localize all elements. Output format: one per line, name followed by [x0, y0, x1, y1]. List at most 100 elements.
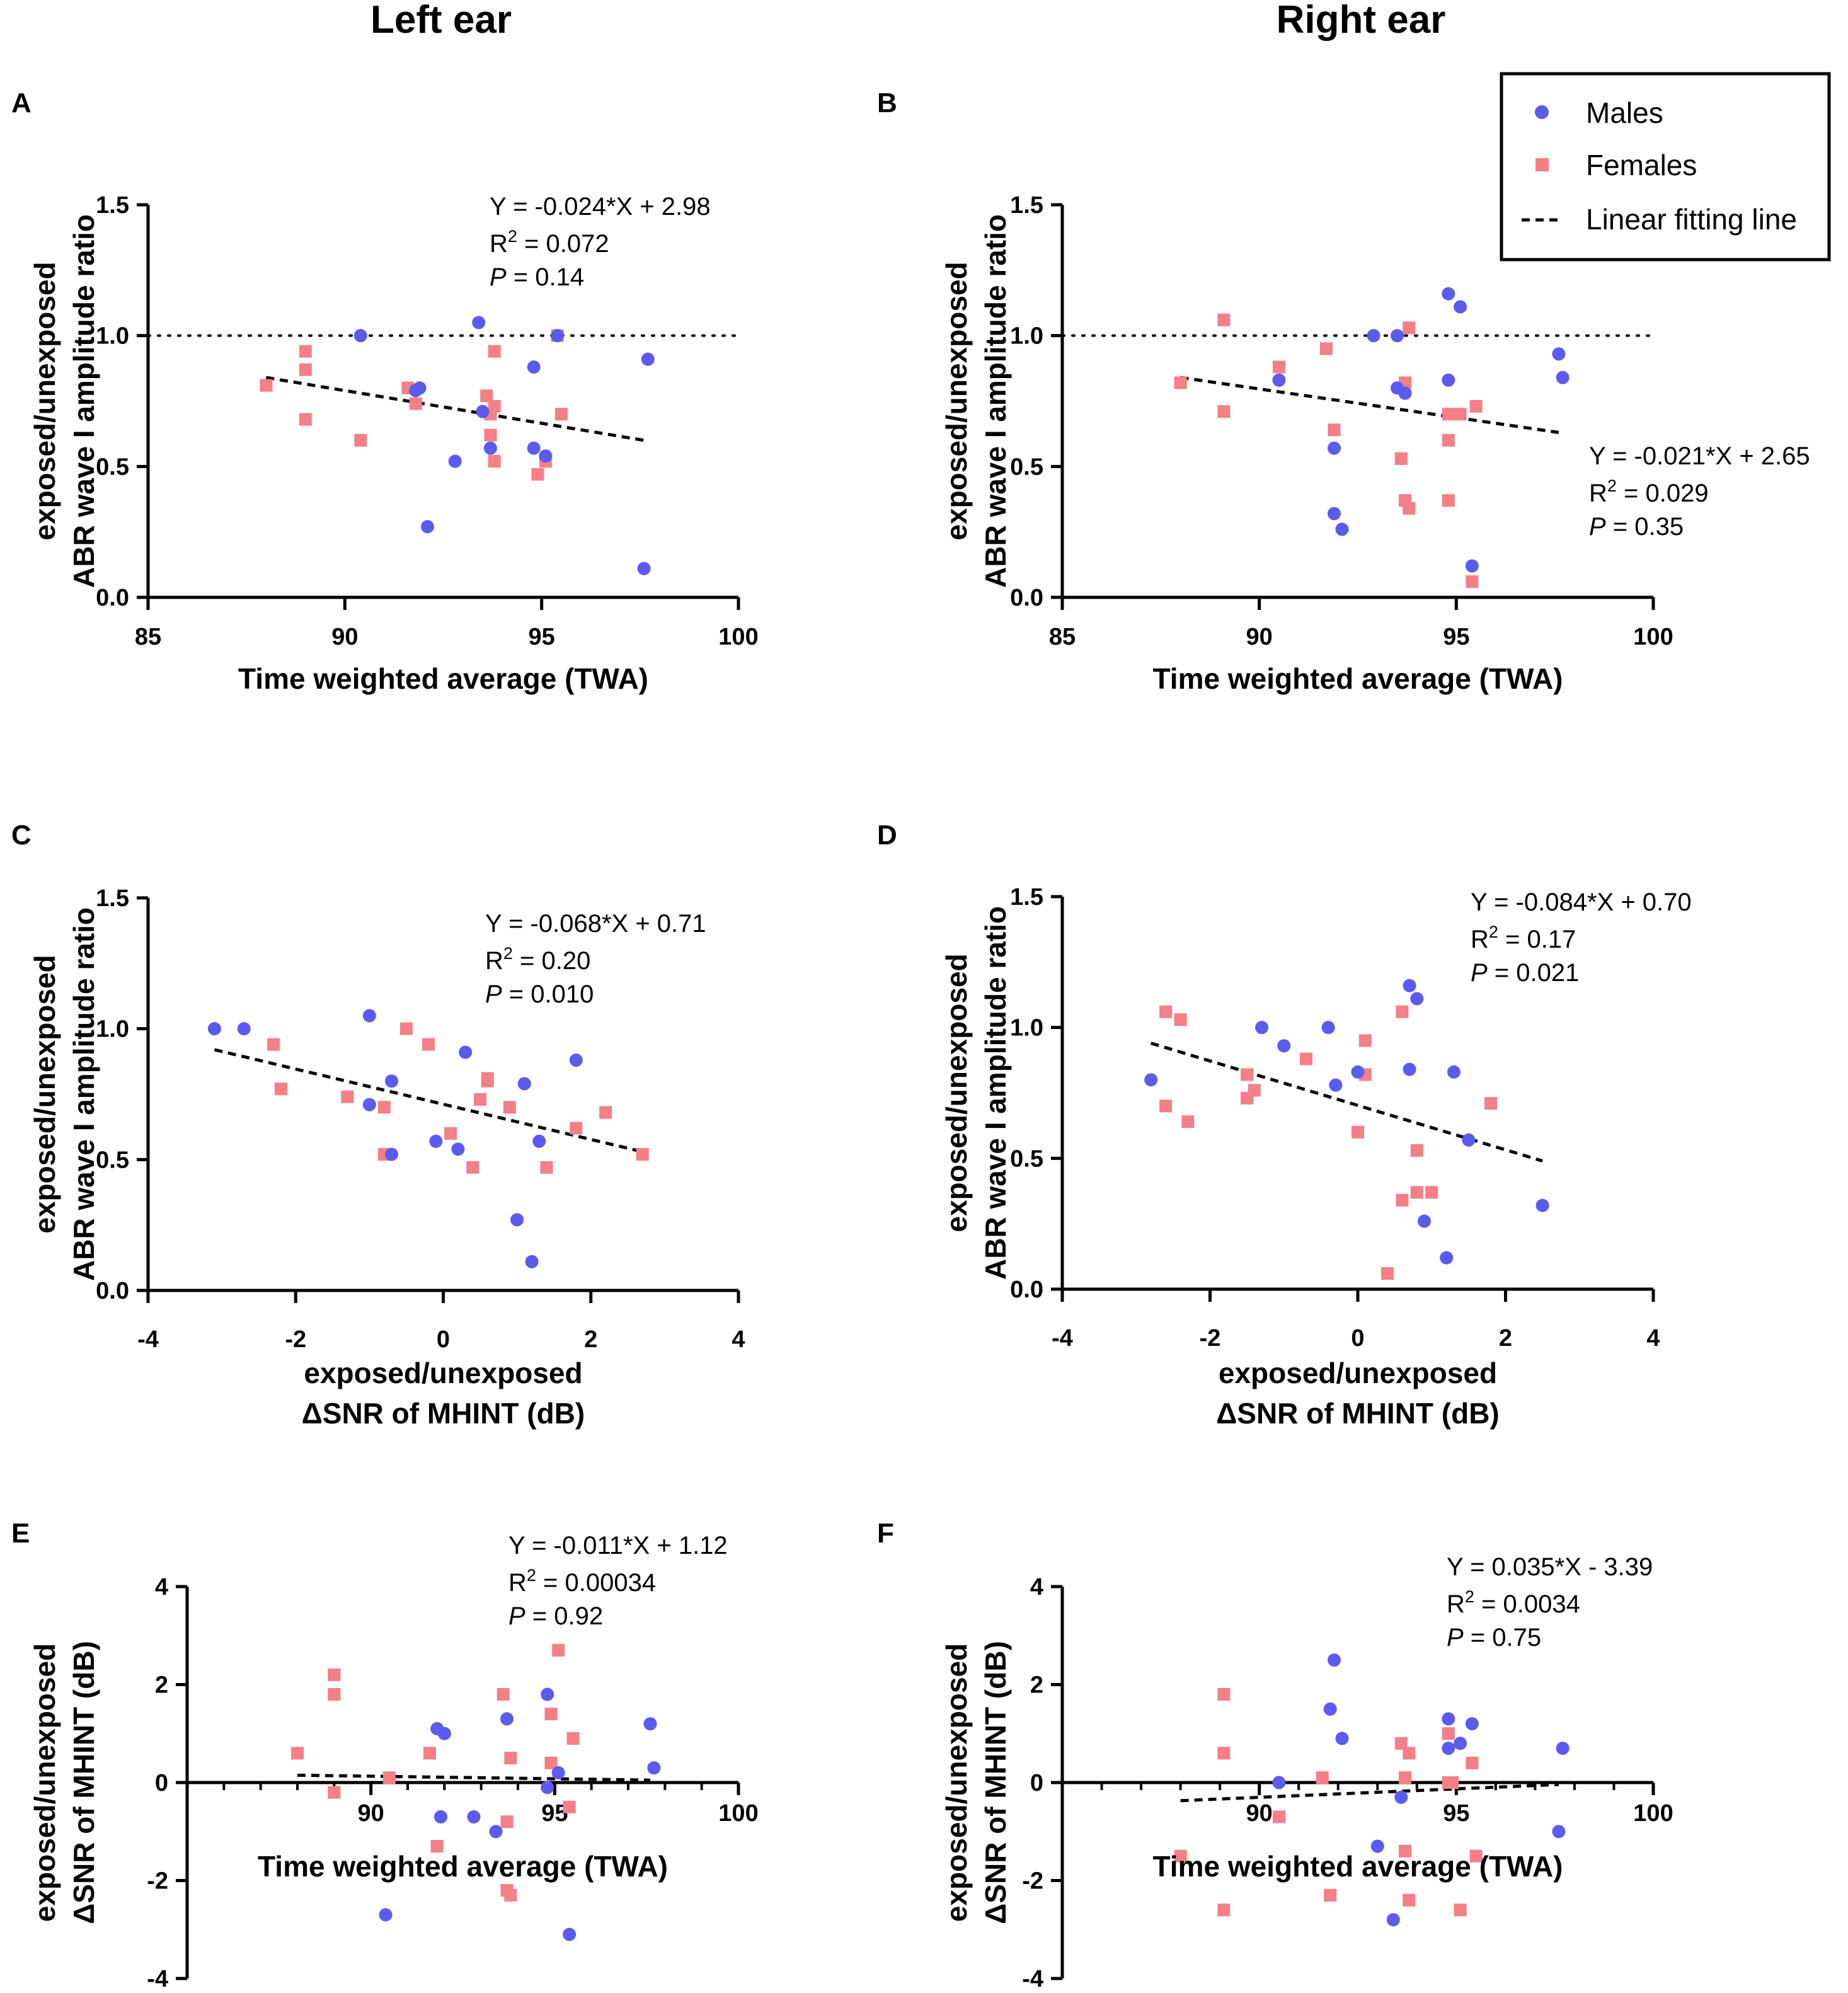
p-value: P = 0.35 [1589, 513, 1684, 541]
male-point [1144, 1073, 1158, 1087]
female-point [1174, 1013, 1187, 1026]
x-tick-label: 100 [1633, 1800, 1673, 1827]
panel-letter: F [877, 1518, 894, 1549]
female-point [1174, 1849, 1187, 1863]
male-point [1454, 300, 1467, 314]
female-point [422, 1038, 435, 1051]
female-point [1217, 405, 1231, 418]
x-tick-label: -2 [1200, 1325, 1221, 1352]
x-tick-label: 0 [1351, 1325, 1364, 1352]
female-point [1217, 313, 1231, 326]
r-squared: R2 = 0.17 [1471, 922, 1576, 953]
female-point [1174, 376, 1187, 389]
x-tick-label: 4 [1646, 1325, 1660, 1352]
y-tick-label: -2 [1022, 1868, 1043, 1895]
y-tick-label: -4 [147, 1966, 168, 1992]
female-point [504, 1888, 517, 1902]
p-value: P = 0.14 [490, 263, 584, 291]
female-point [260, 379, 273, 392]
female-point [1425, 1186, 1438, 1199]
female-point [1248, 1084, 1261, 1097]
male-point [1403, 1062, 1416, 1076]
y-axis-label: exposed/unexposed ABR wave I amplitude ra… [28, 907, 100, 1281]
female-point [1394, 452, 1408, 465]
male-point [429, 1134, 443, 1148]
male-point [1442, 287, 1455, 301]
female-point [1403, 1747, 1416, 1760]
female-point [291, 1747, 304, 1760]
panel-a: A 0.0 0.5 1.0 1.5 85 90 95 100 Y = -0.024*X + 2.9… [11, 88, 759, 695]
male-point [1442, 1712, 1455, 1726]
male-point [434, 1810, 447, 1824]
legend-fit-label: Linear fitting line [1586, 203, 1797, 236]
female-point [1272, 360, 1285, 374]
male-point [525, 1255, 539, 1268]
male-point [1556, 1742, 1570, 1755]
male-point [1327, 507, 1341, 520]
female-point [1469, 1849, 1483, 1863]
female-point [1410, 1144, 1423, 1157]
female-point [1466, 1756, 1479, 1769]
male-point [1418, 1214, 1432, 1228]
x-tick-label: 4 [732, 1326, 745, 1353]
female-point [1403, 1893, 1416, 1907]
male-point [1391, 329, 1404, 343]
fit-line [1180, 376, 1559, 434]
y-tick-label: 0 [155, 1770, 168, 1796]
male-point [385, 1147, 399, 1161]
legend-females-label: Females [1586, 149, 1697, 181]
male-point [1272, 1776, 1286, 1789]
male-point [527, 441, 541, 455]
male-point [1351, 1065, 1365, 1079]
fit-line [1150, 1042, 1543, 1163]
y-tick-label: 0.0 [1010, 1277, 1043, 1303]
y-axis-label: exposed/unexposed ΔSNR of MHINT (dB) [28, 1641, 100, 1924]
p-value: P = 0.92 [508, 1602, 603, 1630]
panel-letter: C [11, 820, 32, 851]
y-tick-label: 1.5 [1010, 884, 1043, 910]
female-point [1352, 1125, 1364, 1139]
y-tick-label: 1.5 [96, 885, 129, 912]
female-point [1399, 1844, 1412, 1858]
male-point [1321, 1021, 1335, 1035]
male-point [1440, 1251, 1454, 1265]
female-point [354, 434, 367, 447]
x-tick-label: 90 [331, 624, 358, 650]
female-point [1442, 434, 1455, 447]
female-point [1442, 494, 1455, 507]
male-point [237, 1022, 251, 1036]
male-point [207, 1022, 221, 1036]
female-point [1446, 1776, 1459, 1789]
female-point [552, 1644, 565, 1657]
male-point [1410, 992, 1424, 1006]
male-point [362, 1098, 376, 1111]
x-tick-label: 95 [1443, 1800, 1469, 1827]
male-point [1367, 329, 1380, 343]
male-point [541, 1687, 554, 1701]
female-point [328, 1786, 341, 1799]
female-point [377, 1101, 391, 1114]
x-axis-label: Time weighted average (TWA) [1153, 662, 1563, 695]
male-point [451, 1142, 465, 1156]
female-point [1469, 399, 1483, 413]
male-point [476, 405, 490, 418]
male-point [1403, 979, 1416, 992]
male-point [637, 561, 651, 575]
female-point [500, 1815, 514, 1829]
fit-equation: Y = -0.011*X + 1.12 [508, 1532, 728, 1559]
y-tick-label: 2 [155, 1672, 168, 1699]
y-tick-label: 0.5 [96, 454, 129, 480]
female-point [466, 1161, 479, 1174]
r-squared: R2 = 0.029 [1589, 476, 1709, 507]
female-point [599, 1106, 612, 1119]
x-tick-label: 2 [584, 1326, 597, 1353]
female-point [1454, 408, 1467, 421]
y-tick-label: 0.5 [96, 1147, 129, 1173]
female-point [503, 1101, 516, 1114]
panel-letter: B [877, 88, 897, 118]
female-point [1272, 1810, 1285, 1824]
y-tick-label: 1.0 [96, 1016, 129, 1043]
r-squared: R2 = 0.20 [485, 944, 590, 975]
x-tick-label: -4 [1052, 1325, 1073, 1352]
